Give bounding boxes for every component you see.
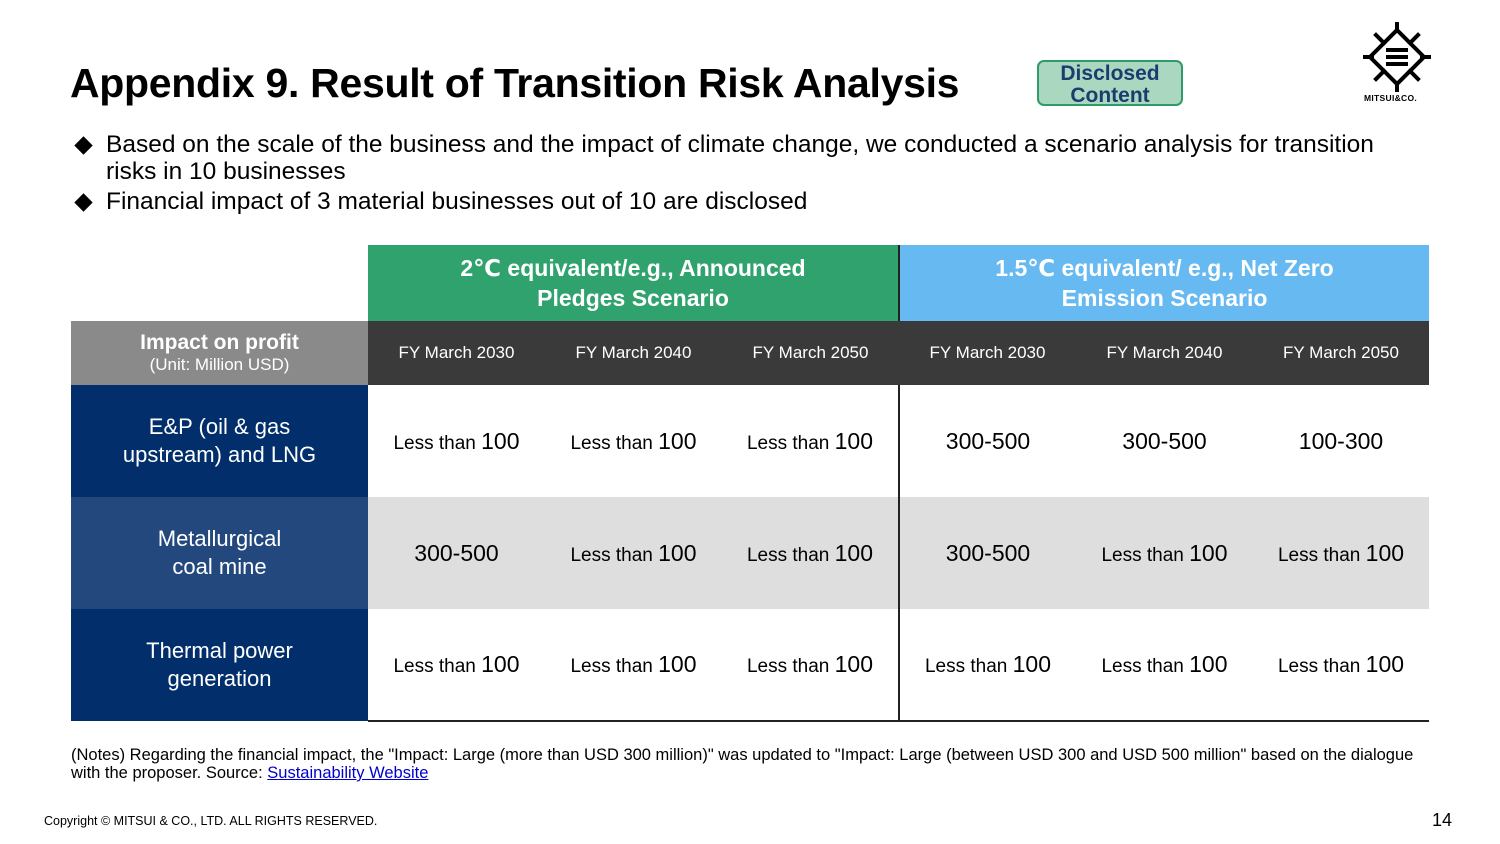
value-number: 100 — [834, 427, 874, 454]
table-row: Thermal power generation Less than 100 L… — [71, 609, 1430, 722]
value-cell: Less than 100 — [1253, 609, 1430, 722]
value-number: 100 — [1189, 539, 1228, 566]
value-prefix: Less than — [393, 656, 482, 677]
value-number: 100 — [834, 539, 874, 566]
value-prefix: Less than — [393, 432, 482, 454]
diamond-bullet-icon — [74, 193, 93, 212]
value-number: 100 — [658, 539, 697, 566]
value-cell: Less than 100 — [368, 385, 545, 497]
bullet-item: Financial impact of 3 material businesse… — [74, 188, 1404, 215]
value-number: 100 — [834, 651, 874, 677]
scenario-line-2: Pledges Scenario — [537, 285, 729, 311]
impact-header-label: Impact on profit — [140, 331, 299, 354]
value-number: 100 — [1012, 651, 1052, 677]
value-number: 300-500 — [1122, 427, 1207, 454]
value-number: 100 — [658, 427, 697, 454]
row-label-line-2: generation — [167, 666, 272, 691]
value-cell: 300-500 — [1076, 385, 1253, 497]
value-cell: Less than 100 — [545, 385, 722, 497]
row-label-line-2: coal mine — [172, 554, 267, 579]
value-cell: Less than 100 — [545, 609, 722, 722]
value-cell: Less than 100 — [545, 497, 722, 609]
value-cell: 300-500 — [368, 497, 545, 609]
value-number: 100 — [1189, 651, 1228, 677]
value-cell: Less than 100 — [1076, 609, 1253, 722]
value-cell: Less than 100 — [898, 609, 1076, 722]
badge-line-2: Content — [1070, 84, 1150, 107]
value-prefix: Less than — [570, 432, 659, 454]
value-cell: Less than 100 — [368, 609, 545, 722]
footnote-text: (Notes) Regarding the financial impact, … — [71, 746, 1414, 782]
value-cell: 300-500 — [898, 497, 1076, 609]
impact-unit-label: (Unit: Million USD) — [149, 355, 290, 374]
row-label-line-2: upstream) and LNG — [122, 442, 317, 467]
diamond-bullet-icon — [74, 136, 93, 155]
value-prefix: Less than — [746, 432, 835, 454]
row-label-line-1: E&P (oil & gas — [148, 414, 291, 439]
impact-on-profit-header: Impact on profit (Unit: Million USD) — [71, 321, 368, 385]
value-number: 100 — [658, 651, 697, 677]
page-title: Appendix 9. Result of Transition Risk An… — [70, 60, 960, 106]
table-row: E&P (oil & gas upstream) and LNG Less th… — [71, 385, 1429, 497]
value-prefix: Less than — [1277, 544, 1366, 566]
value-cell: Less than 100 — [1076, 497, 1253, 609]
copyright-text: Copyright © MITSUI & CO., LTD. ALL RIGHT… — [44, 814, 378, 828]
value-cell: Less than 100 — [722, 497, 899, 609]
value-prefix: Less than — [924, 656, 1013, 677]
scenario-header-2c: 2℃ equivalent/e.g., Announced Pledges Sc… — [368, 245, 899, 321]
value-cell: 300-500 — [898, 385, 1076, 497]
value-number: 300-500 — [945, 427, 1031, 454]
value-prefix: Less than — [746, 656, 835, 677]
bullet-item: Based on the scale of the business and t… — [74, 131, 1404, 185]
transition-risk-table: 2℃ equivalent/e.g., Announced Pledges Sc… — [71, 245, 1430, 722]
page-number: 14 — [1432, 810, 1453, 830]
value-number: 100 — [1365, 651, 1405, 677]
year-header: FY March 2050 — [1253, 321, 1430, 385]
value-number: 100 — [1365, 539, 1405, 566]
value-prefix: Less than — [1101, 544, 1190, 566]
value-number: 300-500 — [945, 539, 1031, 566]
value-cell: Less than 100 — [1253, 497, 1430, 609]
value-prefix: Less than — [1277, 656, 1366, 677]
year-header: FY March 2040 — [1076, 321, 1253, 385]
year-header: FY March 2040 — [545, 321, 722, 385]
value-prefix: Less than — [570, 544, 659, 566]
year-header: FY March 2030 — [899, 321, 1076, 385]
empty-corner-cell — [71, 245, 368, 321]
row-label-line-1: Metallurgical — [157, 526, 282, 551]
year-header: FY March 2030 — [368, 321, 545, 385]
logo-wordmark: MITSUI&CO. — [1364, 93, 1418, 103]
value-number: 100 — [481, 427, 520, 454]
row-label-ep-lng: E&P (oil & gas upstream) and LNG — [71, 385, 368, 497]
value-number: 300-500 — [414, 539, 499, 566]
scenario-header-1-5c: 1.5℃ equivalent/ e.g., Net Zero Emission… — [897, 245, 1430, 321]
value-cell: 100-300 — [1253, 385, 1429, 497]
scenario-line-1: 2℃ equivalent/e.g., Announced — [460, 255, 806, 281]
disclosed-content-badge: Disclosed Content — [1037, 60, 1183, 107]
scenario-line-2: Emission Scenario — [1061, 285, 1268, 311]
value-prefix: Less than — [1101, 656, 1190, 677]
mitsui-logo-icon — [1362, 20, 1432, 104]
bullet-list: Based on the scale of the business and t… — [74, 131, 1404, 218]
year-header: FY March 2050 — [722, 321, 899, 385]
value-cell: Less than 100 — [722, 609, 899, 722]
value-cell: Less than 100 — [722, 385, 899, 497]
row-label-thermal-power: Thermal power generation — [71, 609, 368, 721]
value-number: 100 — [481, 651, 520, 677]
sustainability-website-link[interactable]: Sustainability Website — [267, 764, 429, 782]
footnote: (Notes) Regarding the financial impact, … — [71, 746, 1431, 782]
value-prefix: Less than — [746, 544, 835, 566]
value-prefix: Less than — [570, 656, 659, 677]
table-row: Metallurgical coal mine 300-500 Less tha… — [71, 497, 1430, 609]
bullet-text: Financial impact of 3 material businesse… — [106, 188, 808, 215]
bullet-text: Based on the scale of the business and t… — [106, 131, 1374, 185]
scenario-line-1: 1.5℃ equivalent/ e.g., Net Zero — [995, 255, 1334, 281]
value-number: 100-300 — [1298, 427, 1384, 454]
badge-line-1: Disclosed — [1060, 62, 1160, 85]
row-label-line-1: Thermal power — [146, 638, 293, 663]
row-label-metallurgical-coal: Metallurgical coal mine — [71, 497, 368, 609]
